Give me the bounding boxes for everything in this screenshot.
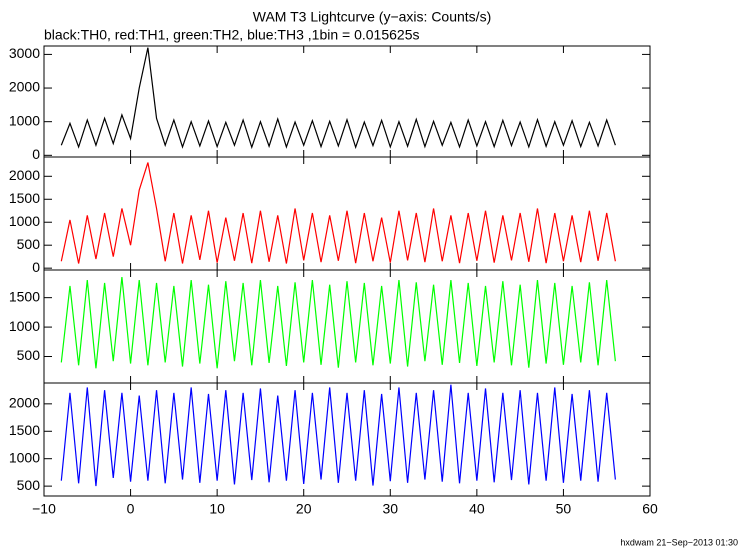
x-tick-label: 20 (296, 501, 312, 517)
y-tick-label: 1000 (9, 449, 40, 465)
x-tick-label: 60 (642, 501, 658, 517)
y-tick-label: 1000 (9, 112, 40, 128)
y-tick-label: 500 (17, 236, 41, 252)
y-tick-label: 500 (17, 347, 41, 363)
y-tick-label: 0 (32, 146, 40, 162)
x-tick-label: 10 (209, 501, 225, 517)
x-tick-label: 30 (382, 501, 398, 517)
y-tick-label: 0 (32, 259, 40, 275)
y-tick-label: 500 (17, 477, 41, 493)
y-tick-label: 1000 (9, 318, 40, 334)
panel-frame (43, 382, 651, 497)
chart-subtitle: black:TH0, red:TH1, green:TH2, blue:TH3 … (44, 27, 419, 43)
y-tick-label: 2000 (9, 167, 40, 183)
lightcurve (60, 162, 616, 264)
x-tick-label: 50 (556, 501, 572, 517)
x-tick-label: 40 (469, 501, 485, 517)
lightcurve (60, 276, 616, 369)
y-tick-label: 1500 (9, 288, 40, 304)
x-tick-label: −10 (32, 501, 56, 517)
x-tick-label: 0 (127, 501, 135, 517)
y-tick-label: 2000 (9, 395, 40, 411)
chart-title: WAM T3 Lightcurve (y−axis: Counts/s) (253, 9, 491, 25)
footer: hxdwam 21−Sep−2013 01:30 (620, 537, 738, 547)
y-tick-label: 1000 (9, 213, 40, 229)
lightcurve (60, 47, 616, 150)
y-tick-label: 1500 (9, 190, 40, 206)
lightcurve (60, 384, 616, 487)
y-tick-label: 2000 (9, 79, 40, 95)
panel-frame (43, 45, 651, 158)
y-tick-label: 1500 (9, 422, 40, 438)
y-tick-label: 3000 (9, 45, 40, 61)
